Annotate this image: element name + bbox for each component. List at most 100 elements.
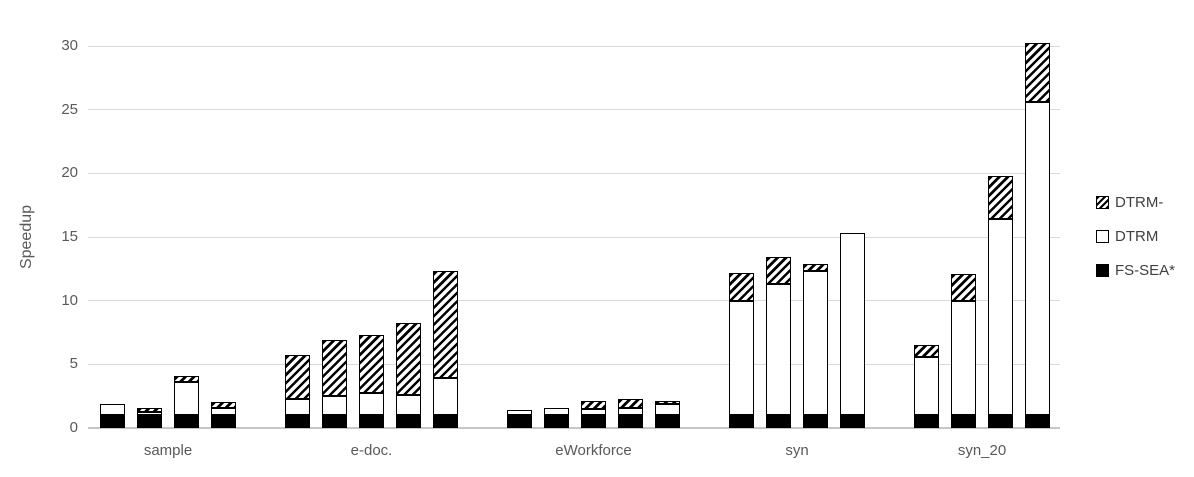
- category-label-e-doc.: e-doc.: [350, 442, 393, 459]
- segment-fs-sea: [137, 415, 162, 428]
- segment-fs-sea: [951, 415, 976, 428]
- segment-dtrm: [618, 407, 643, 416]
- segment-fs-sea: [581, 415, 606, 428]
- segment-fs-sea: [174, 415, 199, 428]
- segment-fs-sea: [914, 415, 939, 428]
- bar-syn-3: [803, 263, 828, 428]
- gridline-15: [88, 236, 1060, 238]
- legend: DTRM- DTRM FS-SEA*: [1096, 194, 1175, 279]
- segment-fs-sea: [396, 415, 421, 428]
- segment-dtrm-minus: [174, 375, 199, 383]
- bar-sample-3: [174, 375, 199, 428]
- bar-eWorkforce-4: [618, 398, 643, 428]
- segment-dtrm-minus: [766, 257, 791, 285]
- segment-dtrm-minus: [951, 273, 976, 301]
- segment-fs-sea: [322, 415, 347, 428]
- bar-syn_20-1: [914, 344, 939, 428]
- legend-marker-icon: [1096, 230, 1109, 243]
- gridline-20: [88, 172, 1060, 174]
- gridline-5: [88, 363, 1060, 365]
- segment-fs-sea: [544, 415, 569, 428]
- bar-group-syn_20: syn_20: [914, 43, 1050, 459]
- bar-e-doc.-4: [396, 322, 421, 428]
- y-tick-label-5: 5: [69, 355, 78, 373]
- y-tick-label-0: 0: [69, 419, 78, 436]
- category-label-sample: sample: [143, 442, 193, 459]
- segment-dtrm-minus: [322, 340, 347, 396]
- bar-eWorkforce-5: [655, 400, 680, 428]
- bar-sample-2: [137, 407, 162, 428]
- y-tick-label-25: 25: [61, 100, 78, 118]
- segment-fs-sea: [766, 415, 791, 428]
- segment-dtrm-minus: [396, 322, 421, 395]
- category-label-eWorkforce: eWorkforce: [555, 442, 632, 459]
- segment-dtrm: [359, 393, 384, 416]
- segment-dtrm: [100, 404, 125, 416]
- segment-fs-sea: [655, 415, 680, 428]
- segment-dtrm-minus: [914, 344, 939, 358]
- legend-label: FS-SEA*: [1115, 262, 1176, 279]
- legend-item-dtrm: DTRM: [1096, 228, 1175, 245]
- segment-dtrm: [951, 300, 976, 416]
- bar-e-doc.-2: [322, 340, 347, 428]
- segment-dtrm-minus: [285, 355, 310, 399]
- segment-dtrm: [211, 407, 236, 416]
- gridline-30: [88, 45, 1060, 47]
- segment-dtrm-minus: [618, 398, 643, 408]
- bar-eWorkforce-2: [544, 407, 569, 428]
- segment-fs-sea: [211, 415, 236, 428]
- y-tick-label-10: 10: [61, 291, 78, 309]
- segment-dtrm-minus: [211, 401, 236, 408]
- bar-e-doc.-5: [433, 271, 458, 428]
- segment-dtrm-minus: [433, 271, 458, 379]
- segment-fs-sea: [100, 415, 125, 428]
- bar-sample-1: [100, 404, 125, 428]
- bar-syn_20-3: [988, 175, 1013, 428]
- bar-e-doc.-3: [359, 335, 384, 428]
- segment-fs-sea: [729, 415, 754, 428]
- segment-fs-sea: [433, 415, 458, 428]
- segment-dtrm: [766, 284, 791, 416]
- segment-dtrm-minus: [803, 263, 828, 272]
- bar-group-syn: syn: [729, 233, 865, 459]
- segment-dtrm: [1025, 102, 1050, 416]
- segment-dtrm: [840, 233, 865, 416]
- legend-marker-icon: [1096, 196, 1109, 209]
- segment-fs-sea: [1025, 415, 1050, 428]
- gridline-25: [88, 109, 1060, 111]
- segment-dtrm: [507, 410, 532, 416]
- gridline-10: [88, 300, 1060, 302]
- segment-dtrm: [729, 300, 754, 416]
- segment-dtrm: [581, 408, 606, 416]
- bar-group-e-doc.: e-doc.: [285, 271, 458, 459]
- segment-fs-sea: [618, 415, 643, 428]
- segment-dtrm: [544, 407, 569, 416]
- segment-dtrm: [396, 394, 421, 416]
- segment-dtrm-minus: [359, 335, 384, 393]
- bar-e-doc.-1: [285, 355, 310, 428]
- segment-fs-sea: [988, 415, 1013, 428]
- bar-eWorkforce-3: [581, 401, 606, 428]
- bar-syn-4: [840, 233, 865, 428]
- bar-group-sample: sample: [100, 375, 236, 459]
- segment-fs-sea: [507, 415, 532, 428]
- category-label-syn_20: syn_20: [957, 442, 1007, 459]
- segment-fs-sea: [840, 415, 865, 428]
- plot-area: sample e-doc. eWorkforce syn syn_20: [88, 43, 1060, 459]
- segment-dtrm-minus: [1025, 43, 1050, 103]
- y-tick-label-30: 30: [61, 37, 78, 54]
- segment-dtrm: [803, 271, 828, 416]
- segment-dtrm-minus: [655, 400, 680, 404]
- segment-dtrm: [914, 357, 939, 416]
- legend-label: DTRM-: [1115, 194, 1164, 211]
- bar-syn_20-2: [951, 273, 976, 428]
- segment-dtrm: [322, 395, 347, 416]
- segment-dtrm: [655, 403, 680, 416]
- bars-row: sample e-doc. eWorkforce syn syn_20: [100, 43, 1050, 459]
- gridline-0: [88, 427, 1060, 429]
- segment-dtrm: [433, 378, 458, 416]
- bar-syn-2: [766, 257, 791, 428]
- legend-item-fs-sea: FS-SEA*: [1096, 262, 1175, 279]
- y-tick-label-15: 15: [61, 228, 78, 245]
